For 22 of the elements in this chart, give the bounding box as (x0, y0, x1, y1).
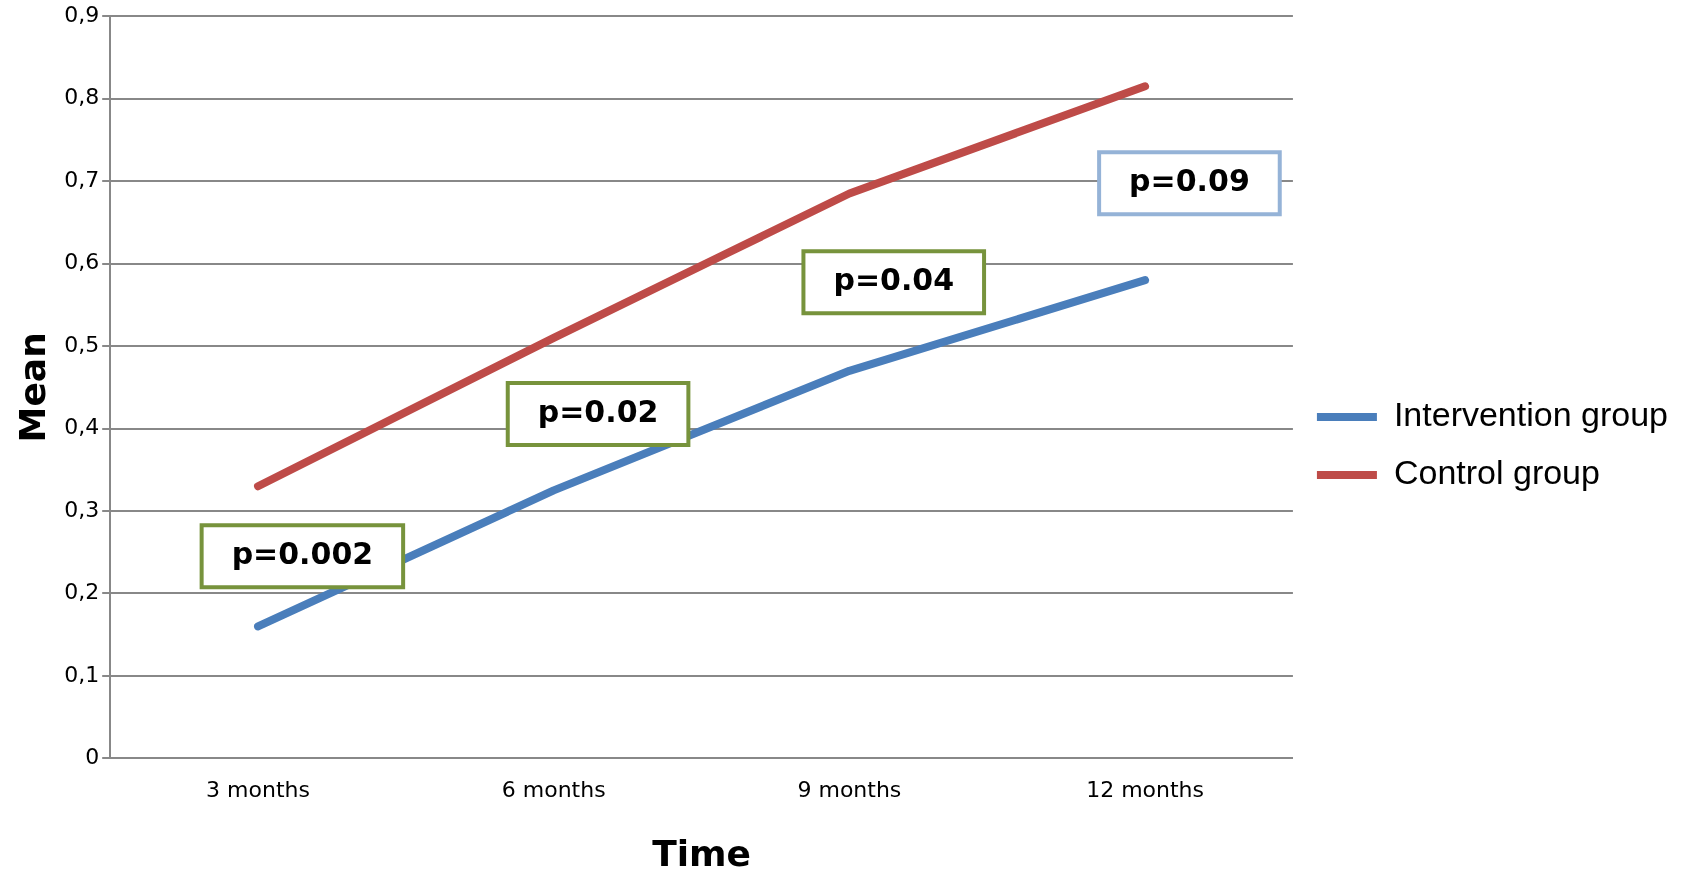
annotation: p=0.04 (833, 261, 955, 297)
annotation: p=0.09 (1129, 162, 1250, 198)
x-tick-label: 3 months (206, 777, 310, 803)
y-tick-label: 0,8 (64, 84, 100, 110)
y-tick-label: 0 (85, 744, 100, 770)
legend-label: Control group (1393, 453, 1600, 492)
y-tick-label: 0,6 (64, 249, 100, 275)
y-axis-title: Mean (11, 332, 53, 443)
annotation: p=0.02 (537, 393, 659, 429)
y-tick-label: 0,4 (64, 414, 100, 440)
x-tick-label: 9 months (797, 777, 902, 803)
x-tick-label: 12 months (1086, 777, 1205, 803)
y-tick-label: 0,7 (64, 166, 100, 192)
x-axis-title: Time (652, 832, 751, 874)
y-tick-label: 0,1 (64, 661, 100, 687)
y-tick-label: 0,3 (64, 496, 100, 522)
legend-label: Intervention group (1393, 395, 1668, 434)
y-tick-label: 0,2 (64, 579, 100, 605)
x-tick-label: 6 months (501, 777, 606, 803)
annotation: p=0.002 (231, 536, 374, 572)
y-tick-label: 0,9 (64, 1, 100, 27)
y-tick-label: 0,5 (64, 331, 100, 357)
